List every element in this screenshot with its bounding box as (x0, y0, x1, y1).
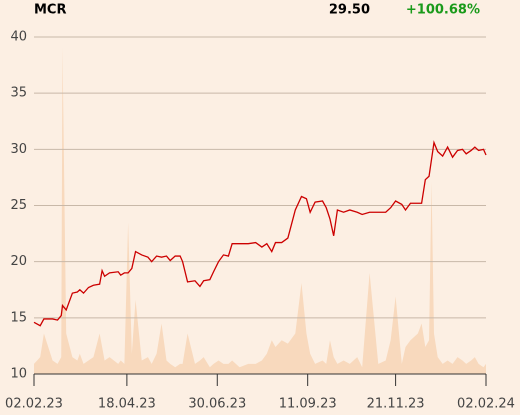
x-tick-label: 30.06.23 (188, 397, 246, 412)
y-tick-label: 25 (10, 198, 27, 213)
x-tick-label: 02.02.23 (5, 397, 63, 412)
price-line (33, 140, 487, 327)
x-tick-label: 18.04.23 (98, 397, 156, 412)
price-change: +100.68% (406, 3, 480, 18)
x-tick-label: 02.02.24 (457, 397, 515, 412)
y-tick-label: 30 (10, 142, 27, 157)
y-tick-label: 20 (10, 254, 27, 269)
y-tick-label: 15 (10, 310, 27, 325)
volume-area (34, 47, 486, 375)
x-tick-label: 11.09.23 (279, 397, 337, 412)
x-tick-label: 21.11.23 (367, 397, 425, 412)
chart-title: MCR (34, 3, 67, 18)
y-tick-label: 40 (10, 30, 27, 45)
y-tick-label: 35 (10, 86, 27, 101)
last-price: 29.50 (329, 3, 370, 18)
y-tick-label: 10 (10, 367, 27, 382)
